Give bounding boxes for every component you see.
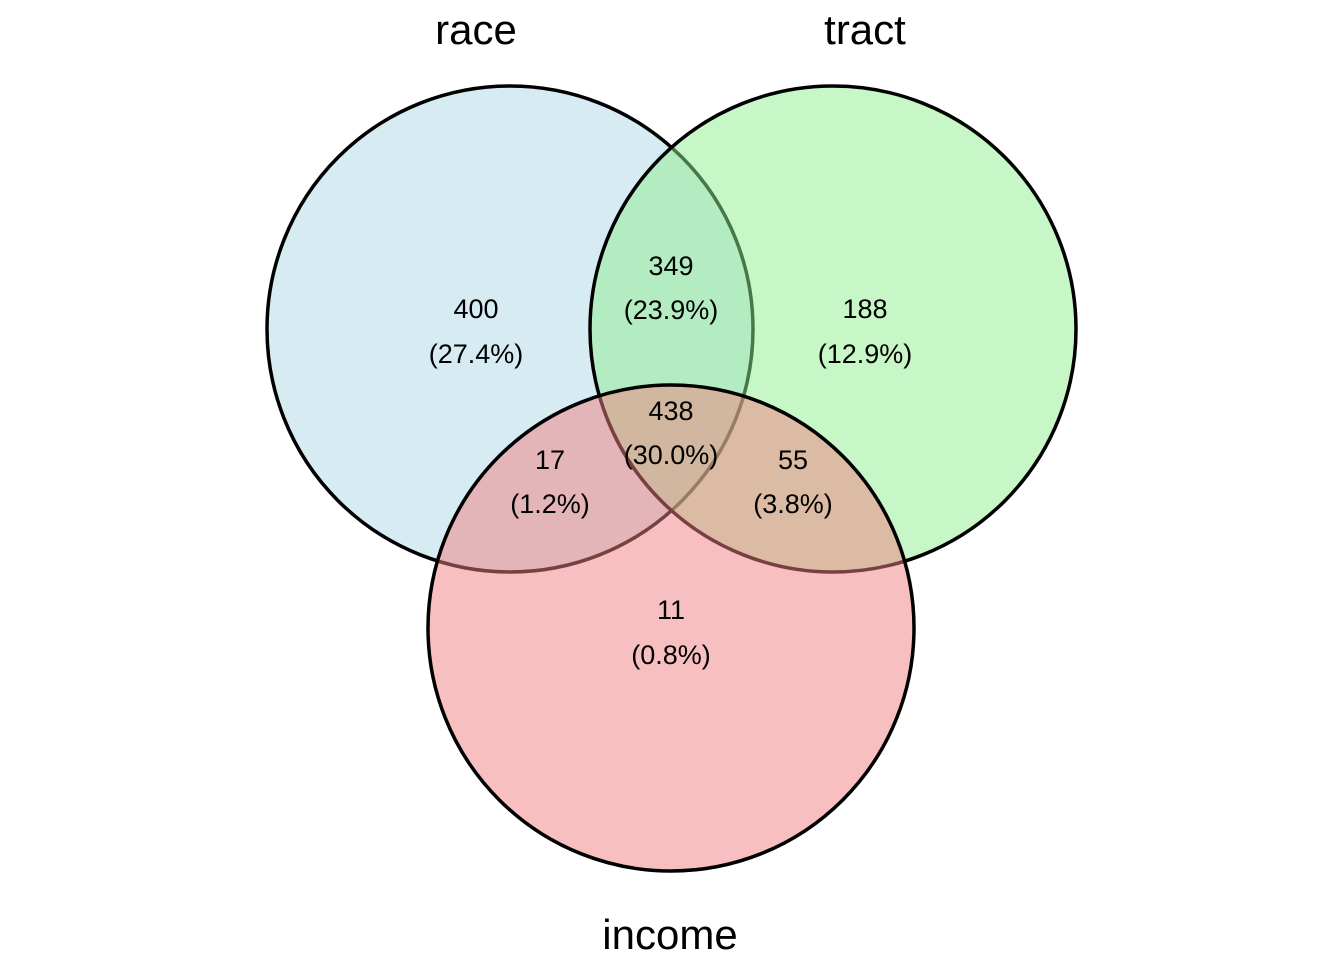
region-race-only: 400 (27.4%) [429,294,524,369]
region-race-income-percent: (1.2%) [510,489,590,519]
region-income-only: 11 (0.8%) [631,595,711,670]
region-income-only-count: 11 [657,595,685,625]
region-tract-income-count: 55 [778,445,808,475]
region-tract-only-percent: (12.9%) [818,339,913,369]
tract-label: tract [824,6,906,53]
region-all-three-percent: (30.0%) [624,440,719,470]
region-all-three: 438 (30.0%) [624,396,719,470]
race-label: race [435,6,517,53]
region-race-tract: 349 (23.9%) [624,251,719,325]
income-circle [426,383,916,873]
region-all-three-count: 438 [648,396,693,426]
region-tract-income-percent: (3.8%) [753,489,833,519]
region-race-income: 17 (1.2%) [510,445,590,519]
region-race-only-count: 400 [453,294,498,324]
region-race-tract-count: 349 [648,251,693,281]
income-label: income [602,911,737,958]
region-race-tract-percent: (23.9%) [624,295,719,325]
region-tract-only: 188 (12.9%) [818,294,913,369]
region-race-income-count: 17 [535,445,565,475]
region-income-only-percent: (0.8%) [631,640,711,670]
region-tract-income: 55 (3.8%) [753,445,833,519]
region-race-only-percent: (27.4%) [429,339,524,369]
region-tract-only-count: 188 [842,294,887,324]
